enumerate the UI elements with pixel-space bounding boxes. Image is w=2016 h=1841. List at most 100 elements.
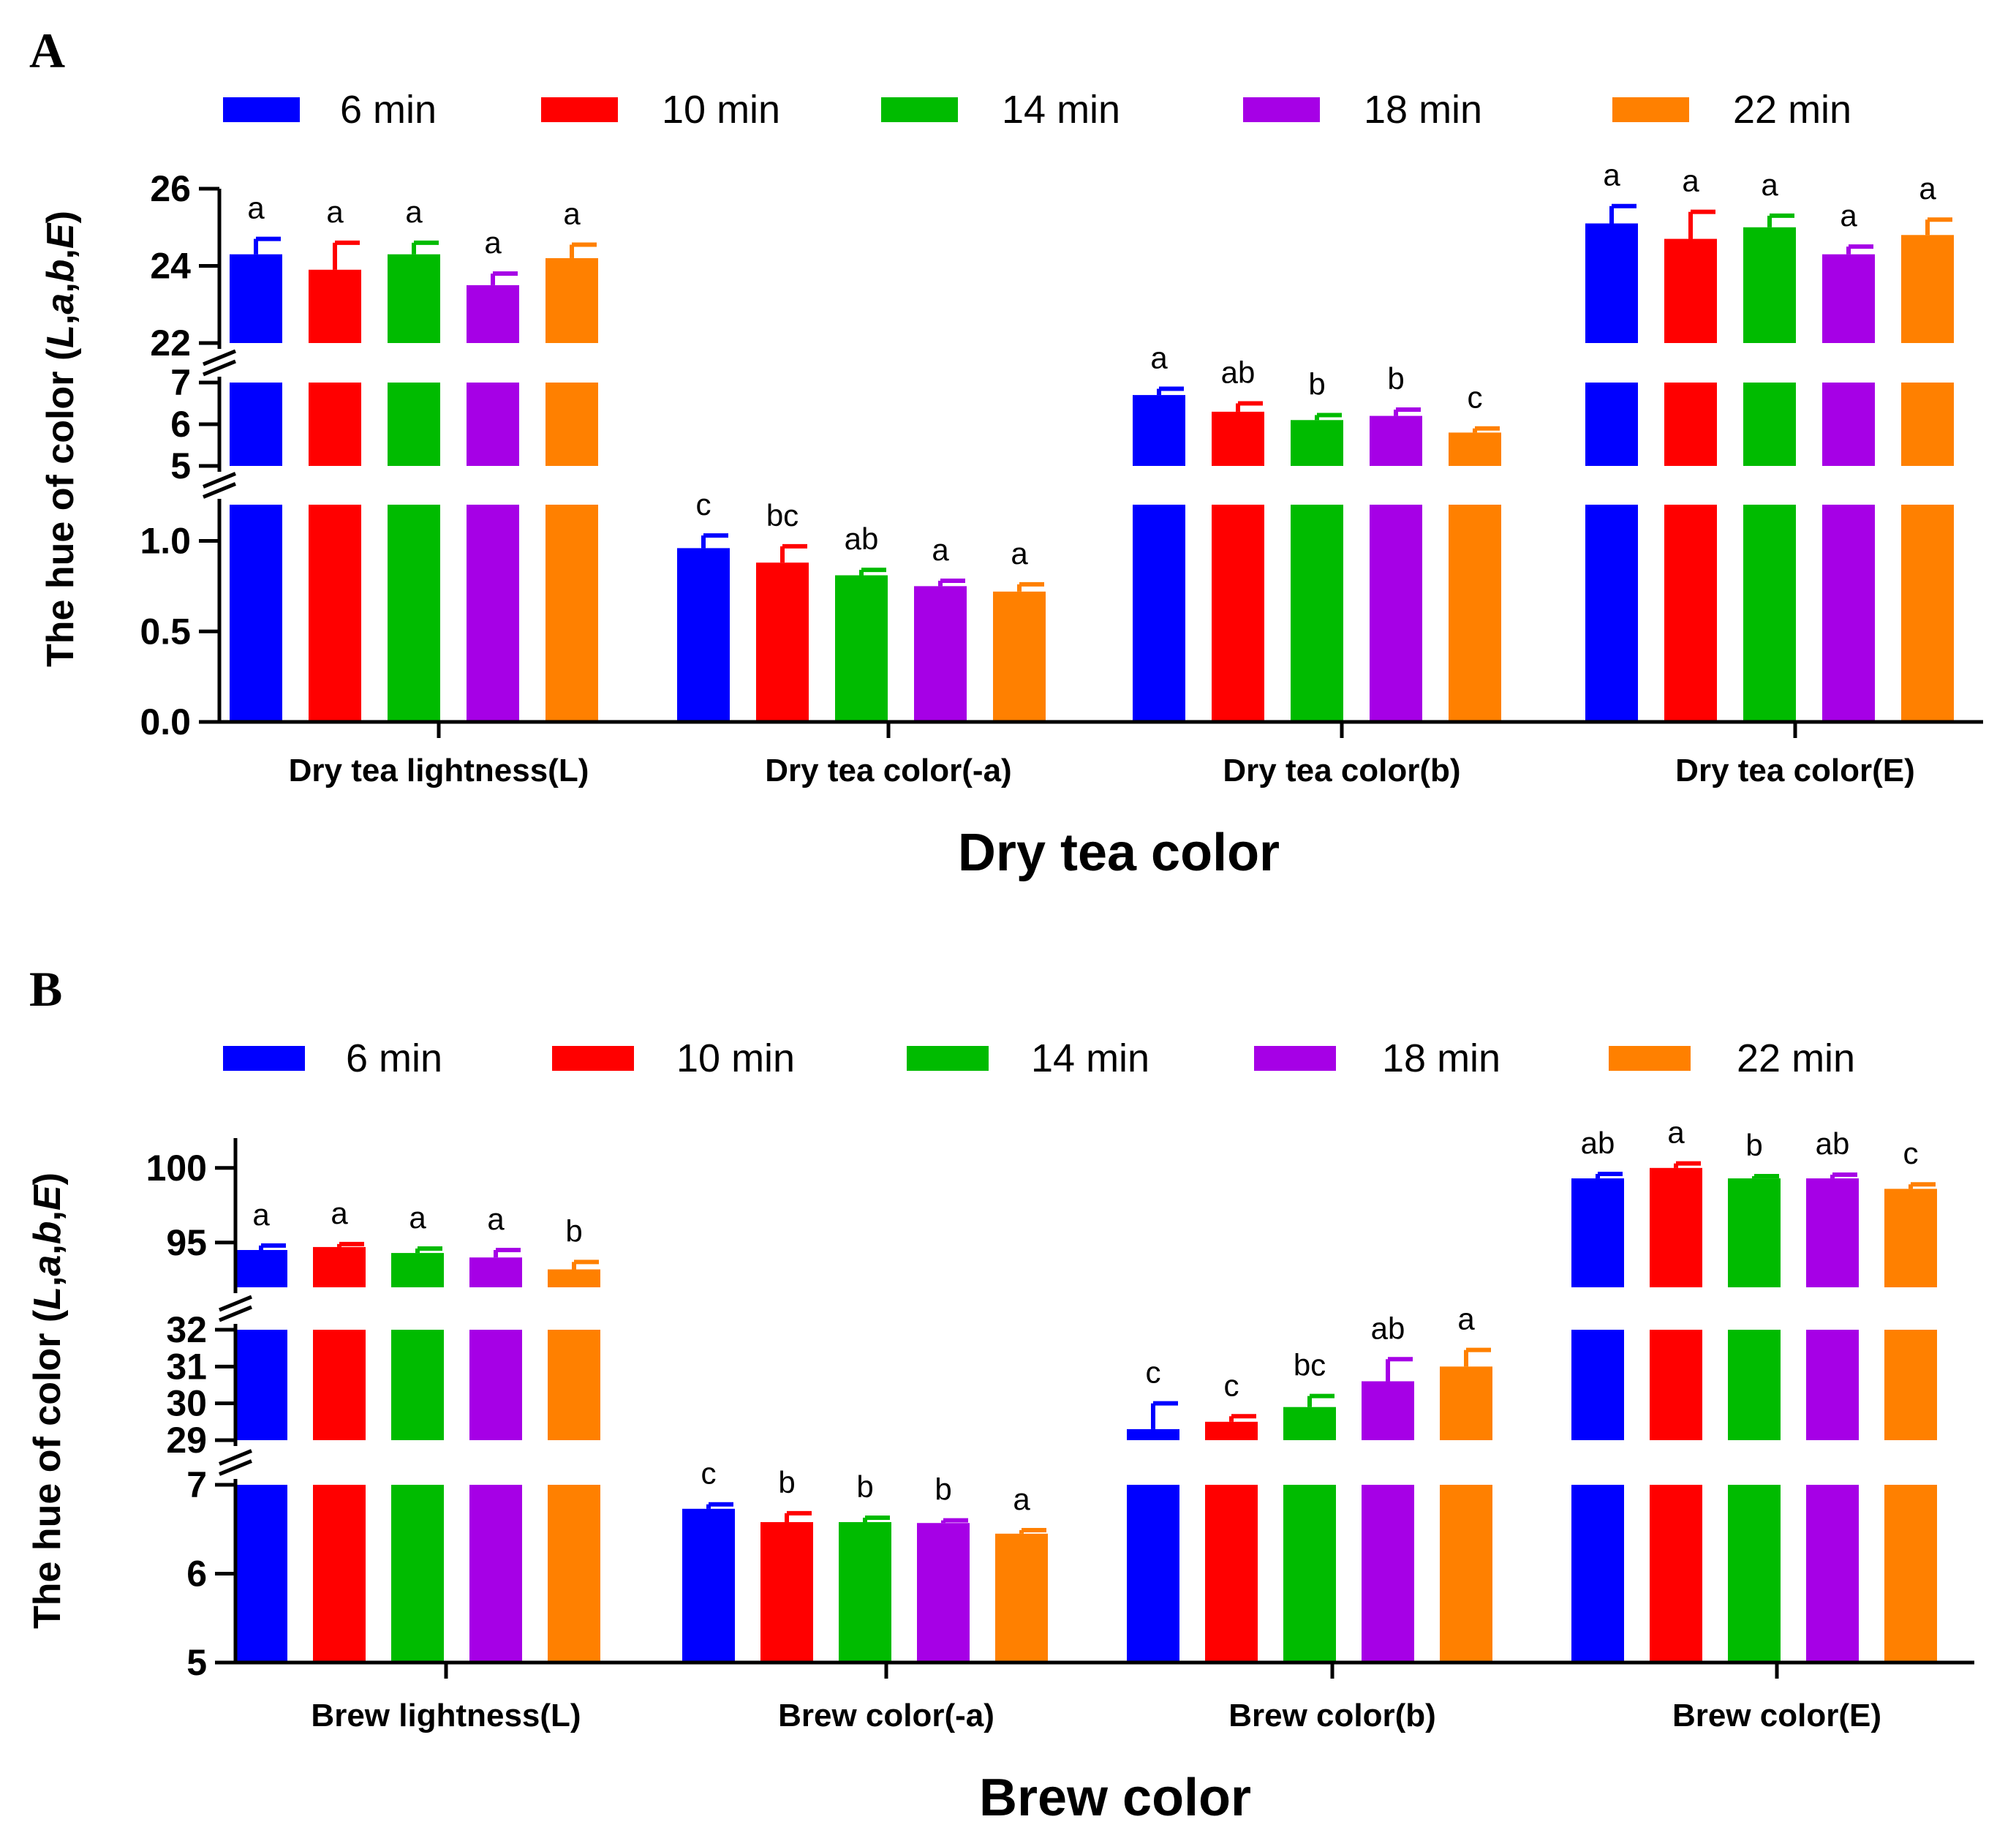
significance-letter: a: [1761, 167, 1778, 202]
significance-letter: c: [1903, 1136, 1919, 1170]
bar: [1664, 239, 1717, 343]
bar: [1884, 1485, 1937, 1663]
bar: [313, 1330, 366, 1440]
legend-item: 22 min: [1612, 88, 1851, 132]
category-label: Dry tea color(b): [1223, 753, 1460, 788]
legend: 6 min 10 min 14 min 18 min 22 min: [223, 1036, 1855, 1080]
legend-label: 22 min: [1733, 88, 1851, 132]
bar: [309, 383, 361, 466]
bar: [1884, 1189, 1937, 1287]
legend-label: 18 min: [1382, 1036, 1500, 1080]
y-tick-label: 95: [166, 1222, 207, 1263]
figure: A 6 min 10 min 14 min 18 min 22 min: [0, 0, 2016, 1841]
y-tick-label: 31: [166, 1346, 207, 1387]
significance-letter: bc: [1294, 1348, 1326, 1382]
bar: [309, 270, 361, 343]
bar: [1585, 223, 1638, 343]
significance-letter: a: [1667, 1115, 1685, 1150]
y-tick-label: 7: [170, 362, 191, 403]
axis-break-mark: [203, 474, 235, 497]
bar: [756, 562, 809, 722]
significance-letter: a: [1603, 158, 1620, 192]
bar: [1291, 505, 1343, 722]
bar: [1901, 505, 1954, 722]
bar: [677, 548, 730, 722]
legend: 6 min 10 min 14 min 18 min 22 min: [223, 88, 1851, 132]
y-tick-label: 0.5: [140, 611, 191, 652]
significance-letter: b: [778, 1465, 795, 1499]
bar: [235, 1485, 287, 1663]
bar: [545, 258, 598, 343]
category-label: Dry tea color(-a): [765, 753, 1011, 788]
bar: [467, 505, 519, 722]
legend-item: 6 min: [223, 88, 437, 132]
bar: [1884, 1330, 1937, 1440]
bar: [469, 1257, 522, 1287]
bar: [313, 1485, 366, 1663]
bar: [313, 1247, 366, 1287]
y-tick-label: 6: [186, 1554, 207, 1595]
panel-a: A 6 min 10 min 14 min 18 min 22 min: [29, 23, 1983, 882]
significance-letter: a: [1457, 1302, 1475, 1336]
bar: [235, 1330, 287, 1440]
bar: [391, 1253, 444, 1287]
bar: [1212, 505, 1264, 722]
y-tick-label: 0.0: [140, 701, 191, 742]
significance-letter: a: [484, 225, 502, 260]
bar: [235, 1250, 287, 1287]
bar: [917, 1523, 970, 1663]
bar: [545, 505, 598, 722]
y-tick-label: 32: [166, 1309, 207, 1350]
legend-swatch: [1243, 97, 1320, 122]
axis-break-mark: [203, 351, 235, 374]
bar: [1370, 505, 1422, 722]
x-axis-title: Dry tea color: [958, 824, 1280, 882]
bar: [391, 1330, 444, 1440]
bar: [1449, 432, 1501, 466]
bar: [1650, 1485, 1702, 1663]
significance-letter: b: [1308, 366, 1325, 401]
significance-letter: ab: [1581, 1126, 1615, 1160]
bar: [1127, 1429, 1179, 1440]
legend-label: 14 min: [1031, 1036, 1149, 1080]
bar: [548, 1330, 600, 1440]
bar: [1822, 255, 1875, 343]
significance-letter: ab: [1816, 1126, 1850, 1161]
y-tick-label: 22: [150, 323, 191, 364]
axis-break-mark: [219, 1451, 252, 1475]
bar: [1133, 505, 1185, 722]
legend-item: 18 min: [1254, 1036, 1500, 1080]
y-axis-title: The hue of color (L,a,b,E): [39, 211, 82, 667]
bar: [230, 505, 282, 722]
bar: [469, 1485, 522, 1663]
y-tick-label: 6: [170, 404, 191, 445]
legend-label: 10 min: [662, 88, 780, 132]
legend-item: 14 min: [907, 1036, 1149, 1080]
legend-item: 18 min: [1243, 88, 1482, 132]
significance-letter: a: [1150, 341, 1168, 375]
significance-letter: b: [856, 1469, 873, 1504]
significance-letter: b: [1745, 1128, 1762, 1162]
y-tick-label: 1.0: [140, 521, 191, 562]
bar: [1449, 505, 1501, 722]
legend-swatch: [1612, 97, 1689, 122]
y-tick-label: 5: [186, 1642, 207, 1683]
significance-letter: c: [696, 487, 711, 522]
significance-letter: c: [1146, 1355, 1161, 1390]
bar: [548, 1270, 600, 1287]
legend-label: 22 min: [1737, 1036, 1855, 1080]
bar: [835, 576, 888, 722]
bar: [309, 505, 361, 722]
bar: [1806, 1330, 1859, 1440]
bar: [1362, 1381, 1414, 1440]
bar: [1585, 383, 1638, 466]
significance-letter: b: [1387, 361, 1404, 396]
bar: [391, 1485, 444, 1663]
bar: [839, 1522, 891, 1663]
axis-break-mark: [219, 1297, 252, 1320]
legend-swatch: [1254, 1046, 1336, 1071]
legend-item: 6 min: [223, 1036, 442, 1080]
y-tick-label: 24: [150, 246, 191, 287]
significance-letter: bc: [766, 498, 799, 532]
bar: [1822, 505, 1875, 722]
